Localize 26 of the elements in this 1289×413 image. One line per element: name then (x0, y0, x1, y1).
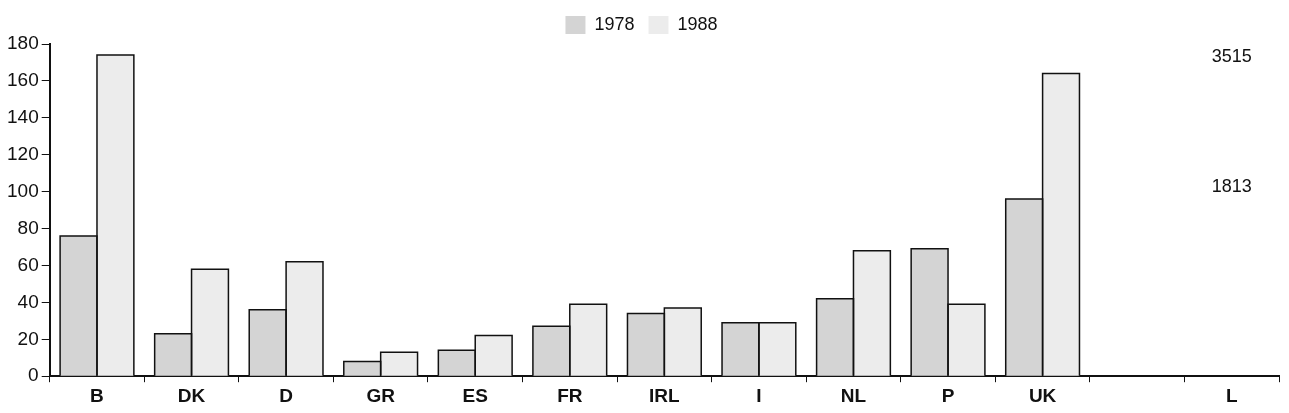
x-tick-label: ES (462, 384, 488, 406)
annotation: 3515 (1211, 45, 1252, 66)
y-tick-label: 40 (17, 290, 39, 312)
x-tick-label: GR (366, 384, 396, 406)
x-tick-label: IRL (649, 384, 681, 406)
y-tick-label: 20 (17, 327, 39, 349)
legend-label: 1988 (677, 13, 718, 34)
x-tick-label: D (279, 384, 293, 406)
legend-label: 1978 (594, 13, 635, 34)
x-tick-label: DK (177, 384, 206, 406)
y-tick-label: 60 (17, 253, 39, 275)
x-tick-label: I (756, 384, 762, 406)
y-tick-label: 140 (7, 106, 39, 128)
x-tick-label: L (1225, 384, 1238, 406)
y-tick-label: 80 (17, 216, 39, 238)
annotation: 1813 (1211, 175, 1252, 196)
y-tick-label: 100 (7, 179, 39, 201)
y-tick-label: 120 (7, 142, 39, 164)
x-tick-label: UK (1028, 384, 1057, 406)
y-tick-label: 0 (28, 364, 39, 386)
y-tick-label: 160 (7, 69, 39, 91)
x-tick-label: B (90, 384, 104, 406)
x-tick-label: P (941, 384, 955, 406)
y-tick-label: 180 (7, 32, 39, 54)
x-tick-label: NL (840, 384, 867, 406)
x-tick-label: FR (557, 384, 583, 406)
